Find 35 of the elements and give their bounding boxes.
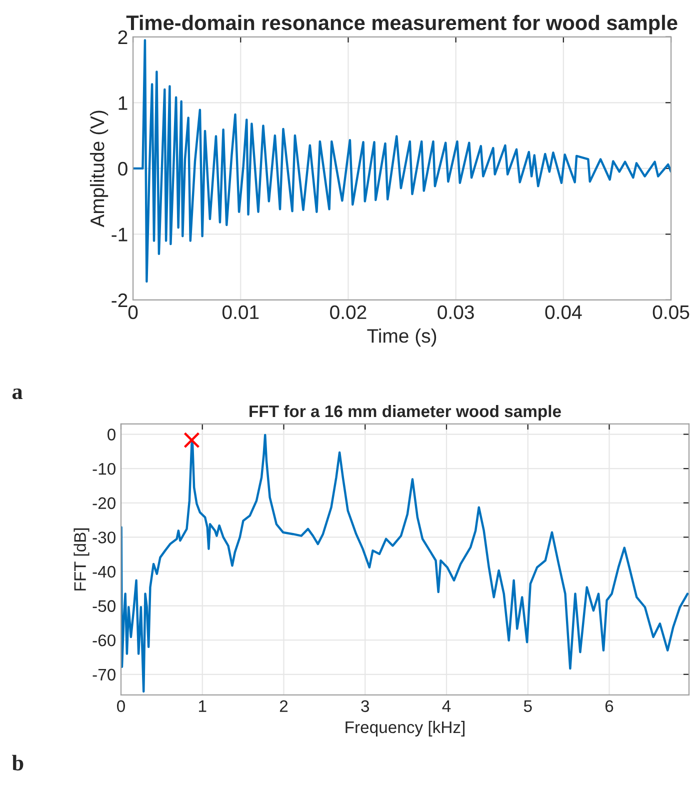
y-tick-label: -70 (92, 668, 116, 681)
y-tick-label: 0 (118, 162, 128, 176)
x-tick-label: 0.05 (652, 305, 690, 320)
y-tick-label: -1 (112, 228, 128, 242)
y-tick-label: -2 (112, 293, 128, 308)
y-tick-label: 2 (118, 30, 128, 44)
chart-title: FFT for a 16 mm diameter wood sample (250, 404, 561, 421)
x-axis-title: Time (s) (367, 328, 436, 347)
y-tick-label: -30 (92, 532, 116, 544)
line-series (120, 434, 689, 693)
x-tick-label: 0.01 (222, 305, 259, 320)
line-series (133, 39, 672, 283)
x-tick-label: 2 (280, 700, 288, 712)
y-tick-label: -10 (92, 462, 116, 475)
x-tick-label: 0.04 (545, 305, 582, 320)
text: b (12, 754, 24, 770)
x-tick-label: 5 (524, 700, 532, 712)
x-tick-label: 0.03 (438, 305, 474, 320)
y-tick-label: 1 (118, 96, 128, 110)
y-axis-title: Amplitude (V) (90, 110, 108, 228)
x-tick-label: 6 (605, 700, 614, 712)
x-axis-title: Frequency [kHz] (346, 720, 464, 736)
chart-title: Time-domain resonance measurement for wood sample (126, 14, 678, 34)
y-tick-label: -50 (92, 600, 116, 612)
y-axis-title: FFT [dB] (74, 528, 90, 590)
x-tick-label: 0 (128, 305, 138, 320)
y-tick-label: -40 (92, 566, 116, 578)
y-tick-label: -20 (92, 497, 116, 510)
x-tick-label: 4 (442, 700, 451, 712)
x-tick-label: 3 (361, 700, 370, 712)
x-tick-label: 1 (199, 700, 206, 712)
x-tick-label: 0.02 (330, 305, 366, 320)
y-tick-label: 0 (108, 428, 116, 440)
y-tick-label: -60 (92, 634, 116, 646)
text: a (12, 388, 23, 400)
